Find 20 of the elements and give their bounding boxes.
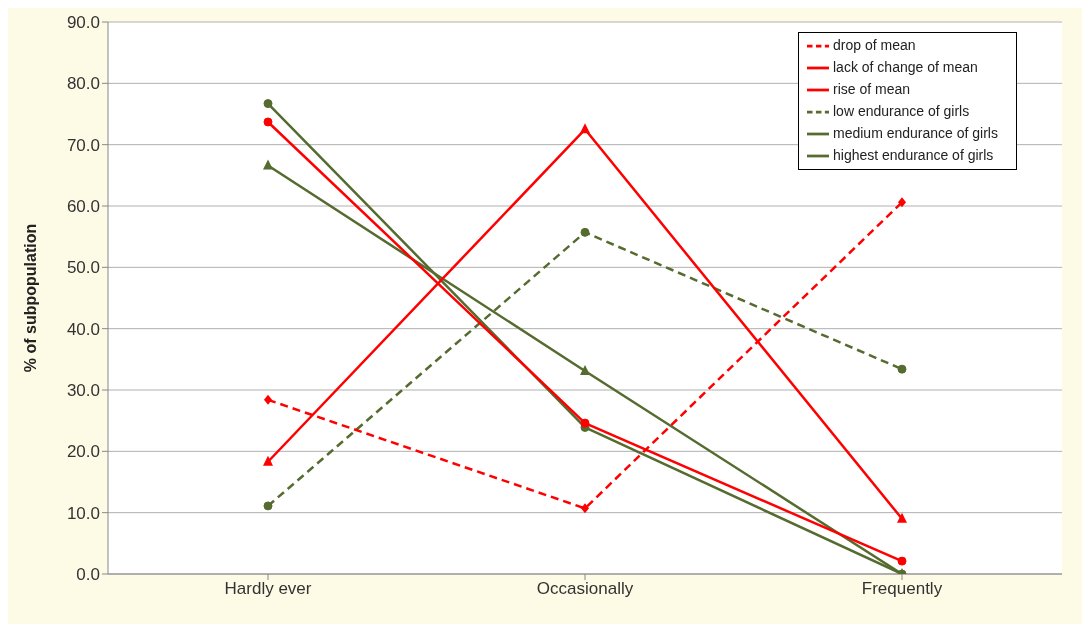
legend-label: drop of mean [833, 36, 916, 53]
y-tick-label: 70.0 [66, 135, 100, 155]
x-tick-label: Hardly ever [224, 579, 312, 599]
y-tick-label: 40.0 [66, 319, 100, 339]
x-tick-label: Occasionally [536, 579, 634, 599]
y-tick-label: 80.0 [66, 74, 100, 94]
legend-label: low endurance of girls [833, 102, 970, 119]
y-tick-label: 20.0 [66, 442, 100, 462]
legend-label: highest endurance of girls [833, 146, 994, 163]
y-tick-label: 60.0 [66, 197, 100, 217]
y-axis-title: % of subpopulation [21, 223, 39, 373]
legend-label: lack of change of mean [833, 58, 978, 75]
x-tick-label: Frequently [861, 579, 943, 599]
legend-label: medium endurance of girls [833, 124, 998, 141]
y-tick-label: 10.0 [66, 503, 100, 523]
y-tick-label: 30.0 [66, 381, 100, 401]
legend-label: rise of mean [833, 80, 911, 97]
y-tick-label: 50.0 [66, 258, 100, 278]
y-tick-label: 90.0 [66, 13, 100, 33]
y-tick-label: 0.0 [76, 565, 100, 585]
